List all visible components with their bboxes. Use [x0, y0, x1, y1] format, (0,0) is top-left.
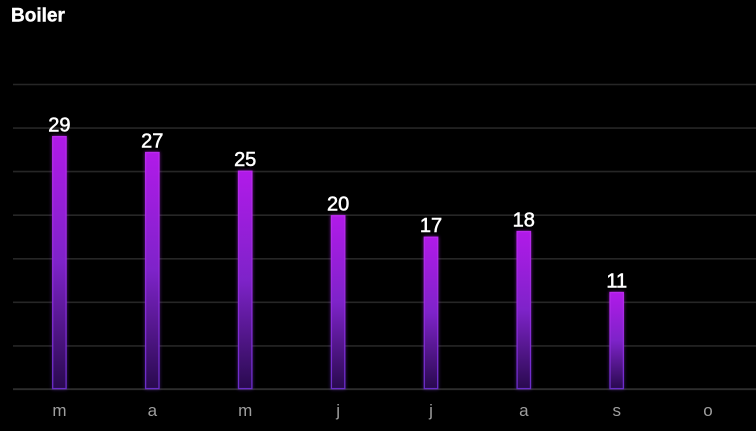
svg-text:j: j [335, 401, 340, 420]
svg-text:25: 25 [234, 149, 256, 171]
svg-text:m: m [52, 401, 66, 420]
svg-text:o: o [703, 401, 712, 420]
svg-text:Boiler: Boiler [11, 6, 65, 27]
svg-text:27: 27 [141, 131, 163, 153]
svg-text:29: 29 [48, 115, 70, 137]
svg-text:a: a [148, 401, 158, 420]
svg-text:11: 11 [606, 271, 627, 293]
svg-text:18: 18 [513, 210, 535, 232]
svg-text:m: m [238, 401, 252, 420]
svg-text:s: s [612, 401, 621, 420]
svg-text:j: j [428, 401, 433, 420]
svg-text:a: a [519, 401, 529, 420]
svg-text:17: 17 [420, 215, 442, 237]
svg-text:20: 20 [327, 194, 349, 216]
